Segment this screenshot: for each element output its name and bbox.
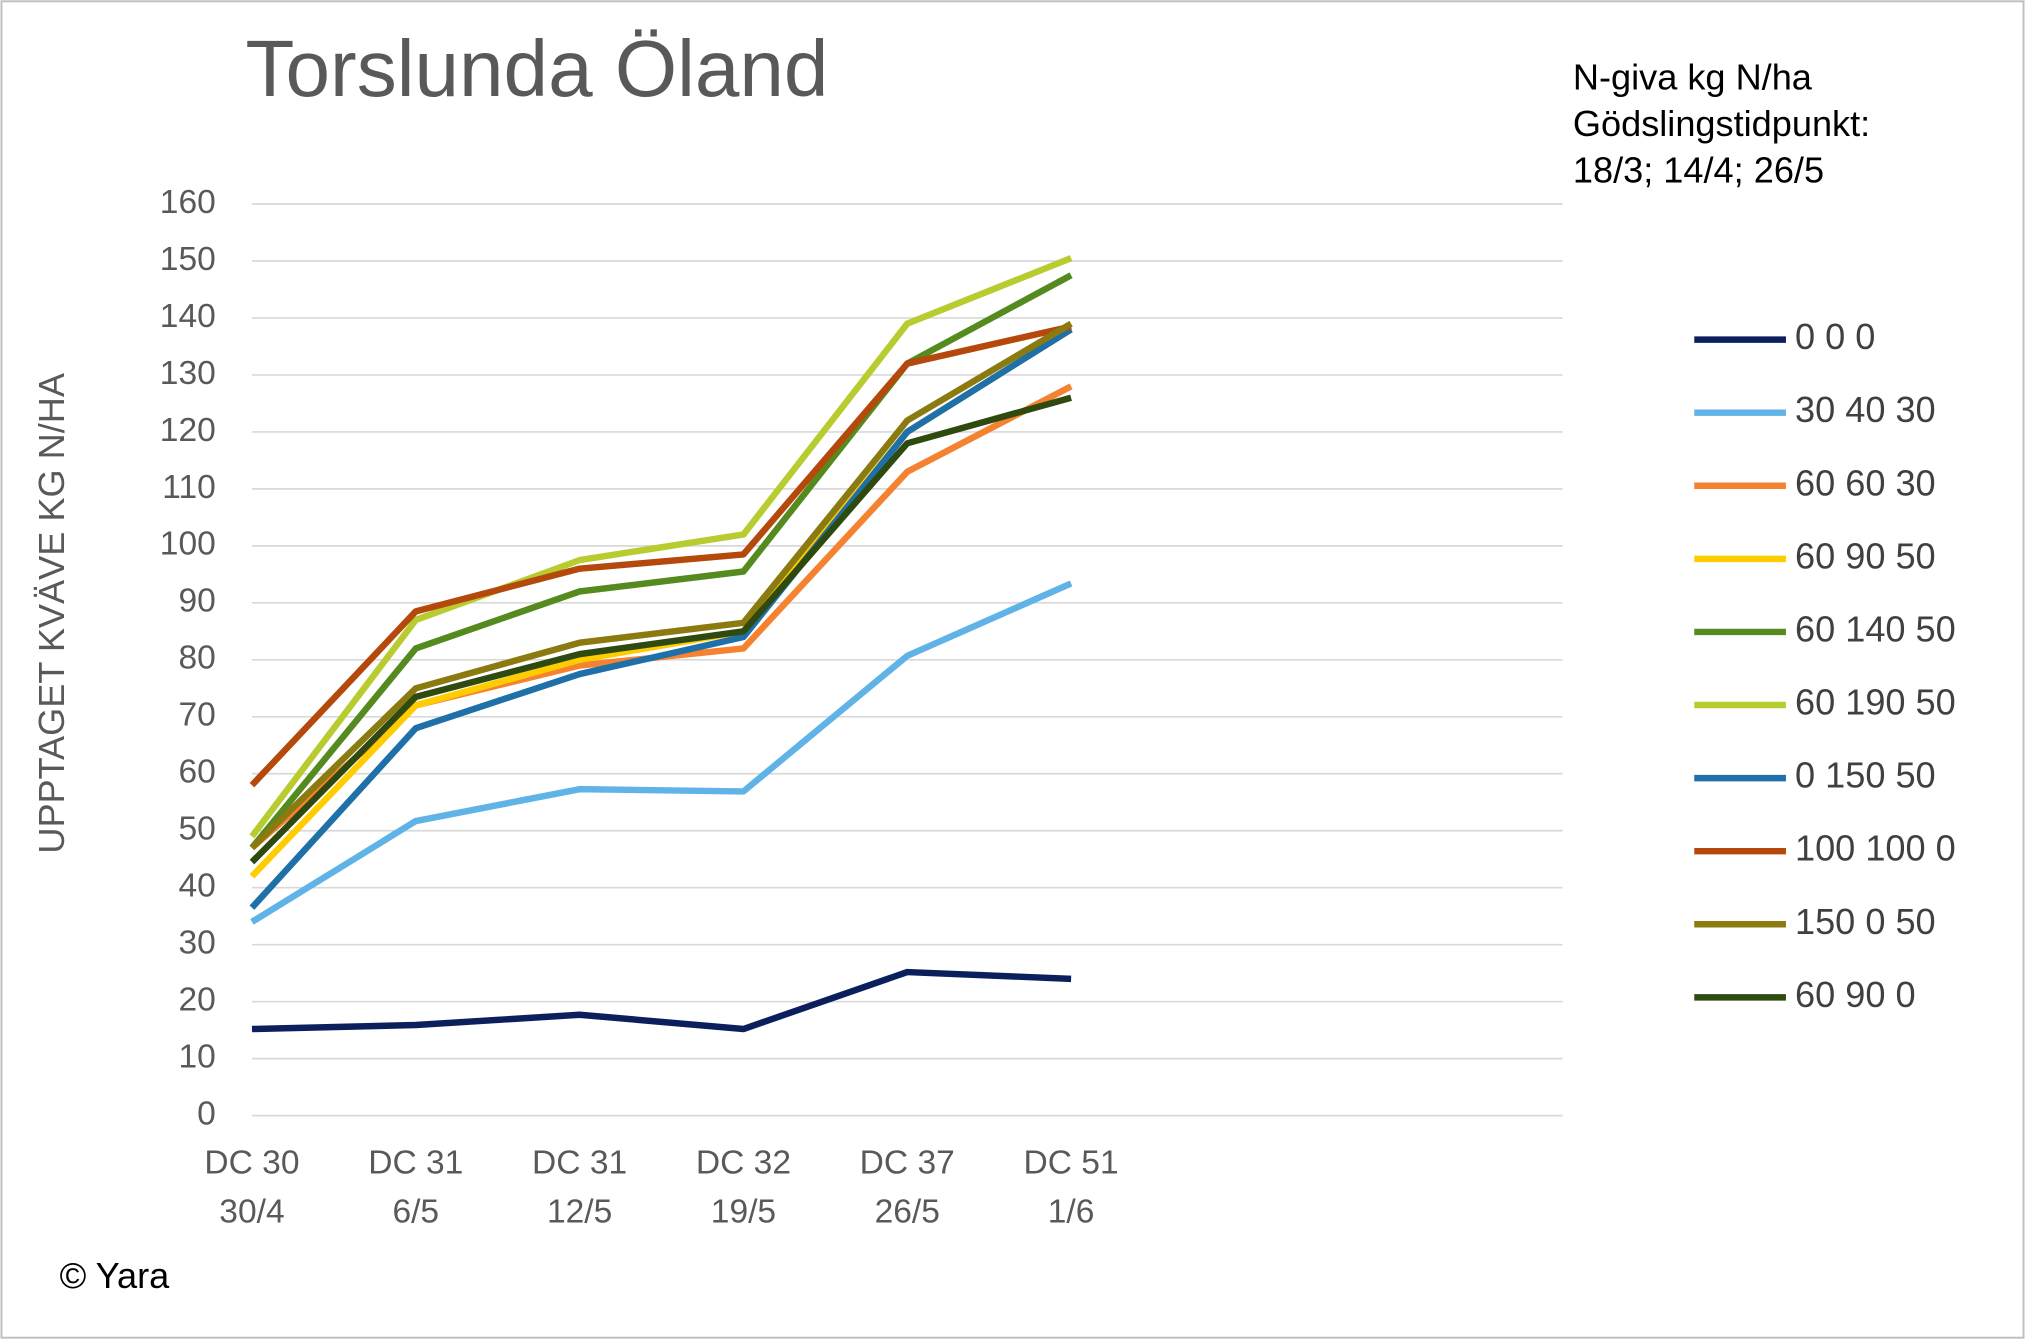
series-line [251,968,1072,1033]
y-tick-label: 130 [160,355,216,392]
x-tick-label: DC 31 [368,1145,463,1182]
legend-label: 60 140 50 [1795,608,1956,649]
x-tick-label: 12/5 [547,1194,612,1231]
legend-label: 150 0 50 [1795,901,1936,942]
y-tick-label: 150 [160,241,216,278]
x-tick-label: DC 31 [532,1145,627,1182]
y-tick-label: 160 [160,184,216,221]
x-tick-label: DC 37 [860,1145,955,1182]
y-tick-label: 80 [178,640,215,677]
annotation: 18/3; 14/4; 26/5 [1573,150,1824,191]
series-line [249,320,1073,851]
annotation: Gödslingstidpunkt: [1573,103,1870,144]
y-tick-label: 90 [178,583,215,620]
legend-label: 60 90 50 [1795,535,1936,576]
x-tick-label: 6/5 [392,1194,439,1231]
y-tick-label: 20 [178,982,215,1019]
x-tick-label: 30/4 [219,1194,284,1231]
legend-label: 60 190 50 [1795,682,1956,723]
x-tick-label: 1/6 [1048,1194,1095,1231]
y-tick-label: 70 [178,697,215,734]
x-tick-label: DC 32 [696,1145,791,1182]
series-line [249,326,1073,910]
y-axis-title: UPPTAGET KVÄVE KG N/HA [31,372,72,854]
legend-label: 30 40 30 [1795,389,1936,430]
series-line [249,394,1072,865]
legend-label: 0 0 0 [1795,316,1875,357]
y-tick-label: 10 [178,1039,215,1076]
legend-label: 0 150 50 [1795,755,1936,796]
chart-title: Torslunda Öland [246,24,829,113]
y-tick-label: 30 [178,925,215,962]
y-tick-label: 40 [178,868,215,905]
x-tick-label: 19/5 [711,1194,776,1231]
y-tick-label: 110 [162,469,216,506]
y-tick-label: 120 [160,412,216,449]
series-line [249,272,1073,850]
series-line [249,323,1072,788]
x-tick-label: 26/5 [875,1194,940,1231]
annotation: N-giva kg N/ha [1573,57,1813,98]
legend-label: 60 60 30 [1795,462,1936,503]
y-tick-label: 0 [197,1095,216,1132]
x-tick-label: DC 30 [204,1145,299,1182]
y-tick-label: 140 [160,298,216,335]
x-tick-label: DC 51 [1024,1145,1119,1182]
footer: © Yara [60,1255,171,1296]
legend-label: 100 100 0 [1795,828,1956,869]
series-line [249,255,1073,839]
y-tick-label: 60 [178,754,215,791]
y-tick-label: 100 [160,526,216,563]
series-line [250,580,1073,925]
legend-label: 60 90 0 [1795,974,1916,1015]
y-tick-label: 50 [178,811,215,848]
